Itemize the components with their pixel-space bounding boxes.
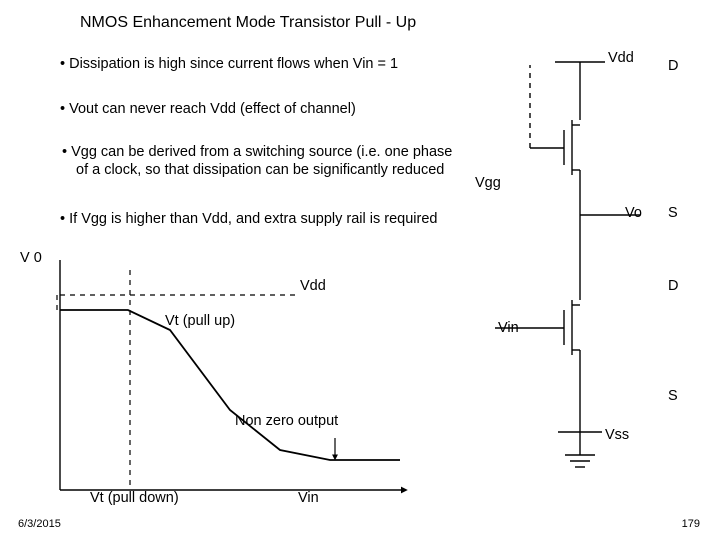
footer-date: 6/3/2015 [18,518,61,530]
nmos-circuit-diagram [460,0,720,540]
footer-page-number: 179 [682,518,700,530]
output-curve-graph [0,0,430,540]
